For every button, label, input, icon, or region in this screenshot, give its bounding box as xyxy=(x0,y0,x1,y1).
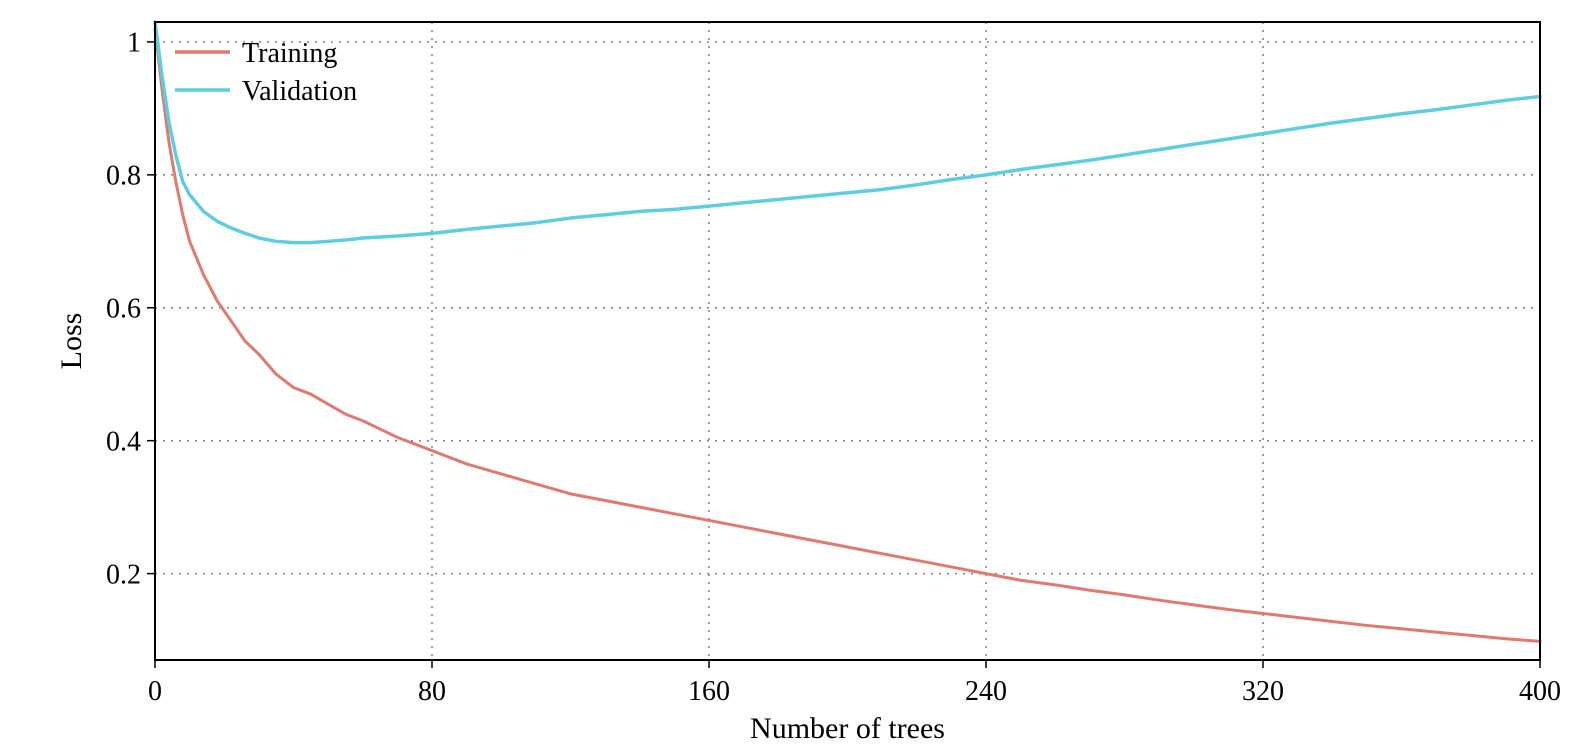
chart-background xyxy=(0,0,1596,750)
x-tick-label: 80 xyxy=(418,676,446,707)
legend-label: Training xyxy=(242,38,337,69)
y-tick-label: 0.4 xyxy=(106,426,141,457)
chart-svg: 0 80 160 240 320 400 0.2 0.4 0.6 0.8 1 Number of tr… xyxy=(0,0,1596,750)
y-tick-label: 0.8 xyxy=(106,161,141,192)
x-tick-label: 240 xyxy=(965,676,1007,707)
x-tick-label: 0 xyxy=(148,676,162,707)
x-axis-label: Number of trees xyxy=(750,712,945,745)
x-tick-label: 400 xyxy=(1519,676,1561,707)
legend-label: Validation xyxy=(242,76,357,107)
x-tick-label: 160 xyxy=(688,676,730,707)
x-tick-label: 320 xyxy=(1242,676,1284,707)
y-tick-label: 1 xyxy=(127,28,141,59)
loss-chart: 0 80 160 240 320 400 0.2 0.4 0.6 0.8 1 Number of tr… xyxy=(0,0,1596,750)
y-axis-label: Loss xyxy=(55,313,88,370)
y-tick-label: 0.6 xyxy=(106,294,141,325)
y-tick-label: 0.2 xyxy=(106,559,141,590)
